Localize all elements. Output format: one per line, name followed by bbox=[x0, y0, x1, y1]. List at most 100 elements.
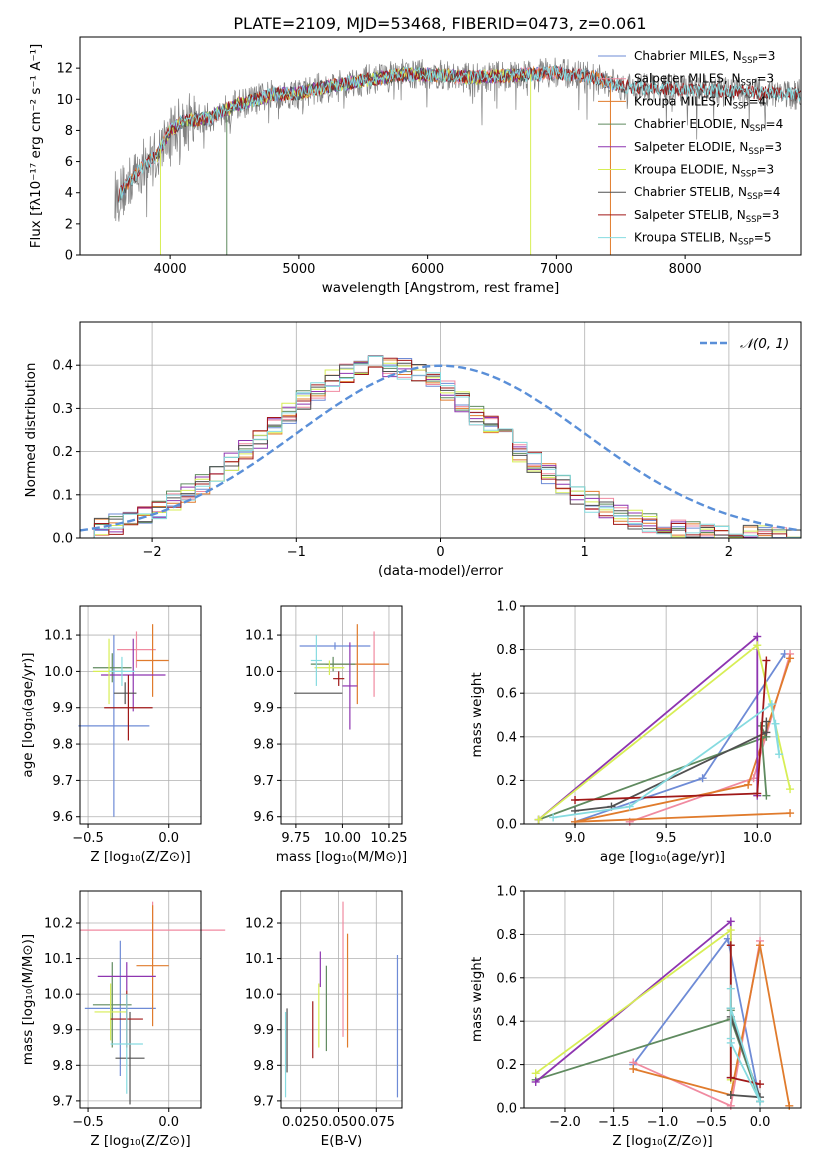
y-tick-label: 0.0 bbox=[496, 818, 517, 833]
x-axis-label: (data-model)/error bbox=[378, 563, 504, 579]
x-axis-label: wavelength [Angstrom, rest frame] bbox=[322, 280, 560, 296]
y-tick-label: 1.0 bbox=[496, 600, 517, 615]
y-tick-label: 10 bbox=[56, 93, 73, 108]
x-axis-label: E(B-V) bbox=[321, 1133, 363, 1149]
y-tick-label: 9.8 bbox=[52, 738, 73, 753]
axes-frame bbox=[79, 890, 202, 1109]
y-tick-label: 2 bbox=[65, 217, 73, 232]
x-axis-label: Z [log₁₀(Z/Z⊙)] bbox=[90, 849, 190, 865]
y-tick-label: 0.0 bbox=[496, 1102, 517, 1117]
mass-weight-line bbox=[632, 936, 761, 1102]
y-tick-label: 9.7 bbox=[253, 1094, 274, 1109]
y-tick-label: 0.4 bbox=[52, 359, 73, 374]
x-tick-label: 0.050 bbox=[320, 1115, 357, 1130]
x-tick-label: 10.25 bbox=[370, 831, 407, 846]
y-tick-label: 9.9 bbox=[253, 1023, 274, 1038]
legend-label: Kroupa STELIB, NSSP=5 bbox=[634, 231, 772, 248]
age-vs-mass-panel: 9.75 10.00 10.25 9.6 9.7 9.8 9.9 10.0 10.1 mass [… bbox=[245, 605, 408, 865]
legend-label: Salpeter STELIB, NSSP=3 bbox=[634, 208, 779, 225]
y-tick-label: 4 bbox=[65, 186, 73, 201]
axes-frame bbox=[280, 605, 403, 825]
x-tick-label: 0.025 bbox=[282, 1115, 319, 1130]
x-tick-label: −2 bbox=[143, 545, 162, 560]
legend-label: 𝒩(0, 1) bbox=[740, 336, 789, 352]
mass-weight-vs-Z-panel: −2.0 −1.5 −1.0 −0.5 0.0 0.0 0.2 0.4 0.6 0.8 1.0 Z [… bbox=[469, 885, 802, 1149]
x-tick-label: 5000 bbox=[282, 262, 315, 277]
y-tick-label: 10.0 bbox=[44, 988, 73, 1003]
x-tick-label: −2.0 bbox=[549, 1115, 581, 1130]
spectrum-plot-area bbox=[114, 57, 801, 255]
x-tick-label: 7000 bbox=[540, 262, 573, 277]
y-tick-label: 0.8 bbox=[496, 928, 517, 943]
x-tick-label: 0.0 bbox=[750, 1115, 771, 1130]
y-tick-label: 0.6 bbox=[496, 971, 517, 986]
x-tick-label: 0 bbox=[436, 545, 444, 560]
x-tick-label: 2 bbox=[725, 545, 733, 560]
mass-weight-line bbox=[535, 1010, 761, 1102]
axes-frame bbox=[79, 36, 802, 256]
x-tick-label: 9.0 bbox=[565, 831, 586, 846]
y-axis-label: Normed distribution bbox=[23, 363, 39, 498]
legend-label: Salpeter MILES, NSSP=3 bbox=[634, 72, 774, 89]
mass-vs-ebv-panel: 0.025 0.050 0.075 9.7 9.8 9.9 10.0 10.1 10.2 E(B-… bbox=[245, 890, 403, 1149]
y-tick-label: 9.9 bbox=[52, 1023, 73, 1038]
legend-label: Chabrier ELODIE, NSSP=4 bbox=[634, 117, 783, 134]
y-tick-label: 10.1 bbox=[44, 629, 73, 644]
x-tick-label: −0.5 bbox=[695, 1115, 727, 1130]
figure-title: PLATE=2109, MJD=53468, FIBERID=0473, z=0… bbox=[233, 14, 646, 33]
axes-frame bbox=[280, 890, 403, 1109]
x-axis-label: Z [log₁₀(Z/Z⊙)] bbox=[612, 1133, 712, 1149]
legend-label: Chabrier MILES, NSSP=3 bbox=[634, 49, 775, 66]
x-tick-label: 0.0 bbox=[158, 1115, 179, 1130]
y-tick-label: 9.8 bbox=[253, 1059, 274, 1074]
x-tick-label: 0.0 bbox=[158, 831, 179, 846]
x-tick-label: −1.5 bbox=[598, 1115, 630, 1130]
y-tick-label: 0.4 bbox=[496, 730, 517, 745]
mass-vs-Z-panel: −0.5 0.0 9.7 9.8 9.9 10.0 10.1 10.2 Z [log₁₀(Z/Z… bbox=[20, 890, 226, 1149]
x-tick-label: 6000 bbox=[411, 262, 444, 277]
legend-label: Salpeter ELODIE, NSSP=3 bbox=[634, 140, 782, 157]
y-tick-label: 10.0 bbox=[44, 665, 73, 680]
x-tick-label: −1 bbox=[287, 545, 306, 560]
y-tick-label: 0.4 bbox=[496, 1015, 517, 1030]
y-tick-label: 9.6 bbox=[52, 810, 73, 825]
y-tick-label: 0.2 bbox=[52, 445, 73, 460]
y-axis-label: Flux [fλ10⁻¹⁷ erg cm⁻² s⁻¹ A⁻¹] bbox=[28, 44, 44, 249]
y-tick-label: 9.6 bbox=[253, 810, 274, 825]
mass-weight-line bbox=[574, 721, 768, 812]
y-axis-label: mass weight bbox=[469, 957, 485, 1042]
gaussian-curve bbox=[80, 364, 801, 532]
y-tick-label: 0.1 bbox=[52, 488, 73, 503]
histogram-step bbox=[80, 355, 801, 538]
y-tick-label: 0 bbox=[65, 249, 73, 264]
mass-weight-line bbox=[632, 945, 791, 1106]
y-tick-label: 10.1 bbox=[44, 952, 73, 967]
spectrum-panel: 4000 5000 6000 7000 8000 0 2 4 6 8 10 12 wavelength … bbox=[28, 36, 802, 296]
x-tick-label: 1 bbox=[581, 545, 589, 560]
y-tick-label: 10.0 bbox=[245, 988, 274, 1003]
y-tick-label: 12 bbox=[56, 62, 73, 77]
y-tick-label: 8 bbox=[65, 124, 73, 139]
y-tick-label: 10.1 bbox=[245, 952, 274, 967]
y-tick-label: 9.9 bbox=[253, 701, 274, 716]
legend-label: Kroupa ELODIE, NSSP=3 bbox=[634, 163, 774, 180]
x-tick-label: −0.5 bbox=[72, 831, 104, 846]
axes-frame bbox=[79, 605, 202, 825]
x-tick-label: −0.5 bbox=[72, 1115, 104, 1130]
x-tick-label: −1.0 bbox=[647, 1115, 679, 1130]
y-tick-label: 6 bbox=[65, 155, 73, 170]
histogram-plot-area bbox=[80, 355, 801, 538]
axes-frame bbox=[523, 605, 802, 825]
y-tick-label: 0.3 bbox=[52, 402, 73, 417]
model-spectrum-line bbox=[118, 64, 801, 203]
y-tick-label: 9.7 bbox=[253, 774, 274, 789]
legend-label: Chabrier STELIB, NSSP=4 bbox=[634, 185, 781, 202]
x-tick-label: 9.5 bbox=[656, 831, 677, 846]
mass-weight-line bbox=[538, 634, 759, 821]
x-tick-label: 8000 bbox=[669, 262, 702, 277]
y-tick-label: 9.7 bbox=[52, 774, 73, 789]
x-tick-label: 9.75 bbox=[281, 831, 310, 846]
x-axis-label: Z [log₁₀(Z/Z⊙)] bbox=[90, 1133, 190, 1149]
spectrum-legend: Chabrier MILES, NSSP=3 Salpeter MILES, NS… bbox=[598, 49, 783, 248]
